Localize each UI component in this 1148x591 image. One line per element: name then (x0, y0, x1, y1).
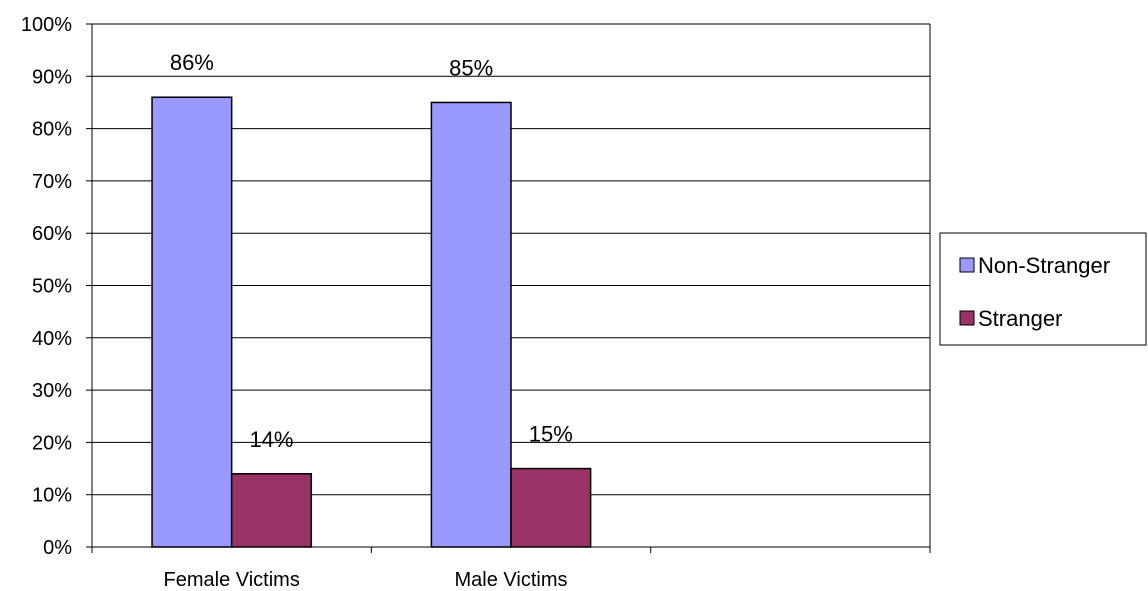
x-category-label: Female Victims (164, 569, 300, 591)
data-labels: 86% 14% 85% 15% (170, 50, 573, 452)
bar-non-stranger (151, 96, 233, 548)
y-tick-label: 30% (32, 380, 72, 402)
y-tick-label: 90% (32, 66, 72, 88)
x-axis-ticks (91, 547, 931, 553)
data-label: 14% (249, 427, 293, 452)
y-tick-label: 50% (32, 276, 72, 298)
legend-swatch-stranger (959, 310, 975, 326)
x-category-label: Male Victims (455, 569, 568, 591)
legend-label-stranger: Stranger (978, 306, 1062, 331)
bar-stranger (510, 467, 592, 548)
legend-box (939, 232, 1147, 346)
data-label: 85% (449, 55, 493, 80)
bar-non-stranger (430, 101, 512, 548)
y-tick-label: 10% (32, 485, 72, 507)
x-axis-labels: Female Victims Male Victims (164, 569, 568, 591)
y-tick-label: 70% (32, 171, 72, 193)
legend-label-non-stranger: Non-Stranger (978, 253, 1110, 278)
y-tick-label: 40% (32, 328, 72, 350)
y-axis-ticks: 0% 10% 20% 30% 40% 50% 60% 70% 80% 90% 100% (21, 14, 92, 559)
bars (151, 96, 592, 548)
data-label: 86% (170, 50, 214, 75)
legend: Non-Stranger Stranger (939, 232, 1147, 346)
y-tick-label: 100% (21, 14, 72, 36)
data-label: 15% (529, 422, 573, 447)
bar-stranger (230, 473, 313, 548)
y-tick-label: 80% (32, 119, 72, 141)
y-tick-label: 20% (32, 432, 72, 454)
legend-swatch-non-stranger (959, 257, 975, 273)
y-tick-label: 0% (43, 537, 72, 559)
y-tick-label: 60% (32, 223, 72, 245)
